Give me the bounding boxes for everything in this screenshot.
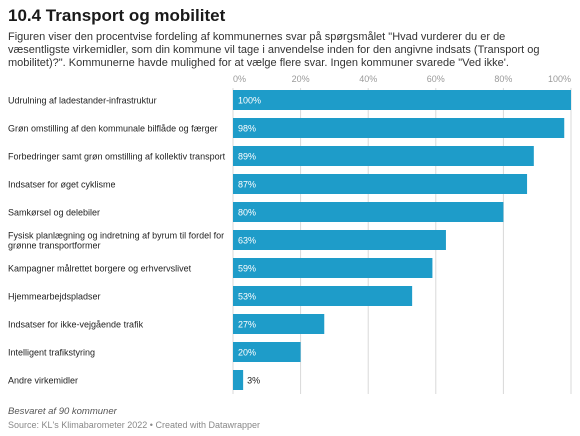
value-label: 59% — [238, 264, 256, 274]
bar — [233, 202, 504, 222]
x-tick-label: 100% — [548, 74, 571, 84]
value-label: 98% — [238, 124, 256, 134]
bar — [233, 342, 301, 362]
bar — [233, 174, 528, 194]
x-tick-label: 40% — [359, 74, 377, 84]
bar — [233, 90, 571, 110]
chart-title: 10.4 Transport og mobilitet — [8, 6, 226, 25]
value-label: 3% — [247, 376, 260, 386]
category-label: Grøn omstilling af den kommunale bilflåd… — [8, 124, 218, 134]
value-label: 53% — [238, 292, 256, 302]
chart-source: Source: KL's Klimabarometer 2022 • Creat… — [8, 420, 260, 430]
x-tick-label: 0% — [233, 74, 246, 84]
value-label: 63% — [238, 236, 256, 246]
category-label: Fysisk planlægning og indretning af byru… — [8, 231, 224, 251]
x-tick-label: 20% — [292, 74, 310, 84]
x-tick-label: 80% — [494, 74, 512, 84]
category-label: Intelligent trafikstyring — [8, 348, 95, 358]
category-label: Indsatser for øget cyklisme — [8, 180, 116, 190]
value-label: 87% — [238, 180, 256, 190]
category-label: Forbedringer samt grøn omstilling af kol… — [8, 152, 226, 162]
value-label: 27% — [238, 320, 256, 330]
bar — [233, 230, 446, 250]
bar — [233, 118, 565, 138]
bar — [233, 370, 244, 390]
value-label: 89% — [238, 152, 256, 162]
value-label: 100% — [238, 96, 261, 106]
bar — [233, 146, 534, 166]
category-label: Hjemmearbejdspladser — [8, 292, 101, 302]
category-label: Samkørsel og delebiler — [8, 208, 100, 218]
chart-description: Figuren viser den procentvise fordeling … — [8, 31, 540, 69]
category-label: Udrulning af ladestander-infrastruktur — [8, 96, 157, 106]
bar — [233, 314, 325, 334]
category-label: Andre virkemidler — [8, 376, 78, 386]
chart-note: Besvaret af 90 kommuner — [8, 406, 117, 417]
x-tick-label: 60% — [427, 74, 445, 84]
category-label: Indsatser for ikke-vejgående trafik — [8, 320, 144, 330]
bar — [233, 286, 413, 306]
value-label: 20% — [238, 348, 256, 358]
bar — [233, 258, 433, 278]
category-label: Kampagner målrettet borgere og erhvervsl… — [8, 264, 192, 274]
value-label: 80% — [238, 208, 256, 218]
